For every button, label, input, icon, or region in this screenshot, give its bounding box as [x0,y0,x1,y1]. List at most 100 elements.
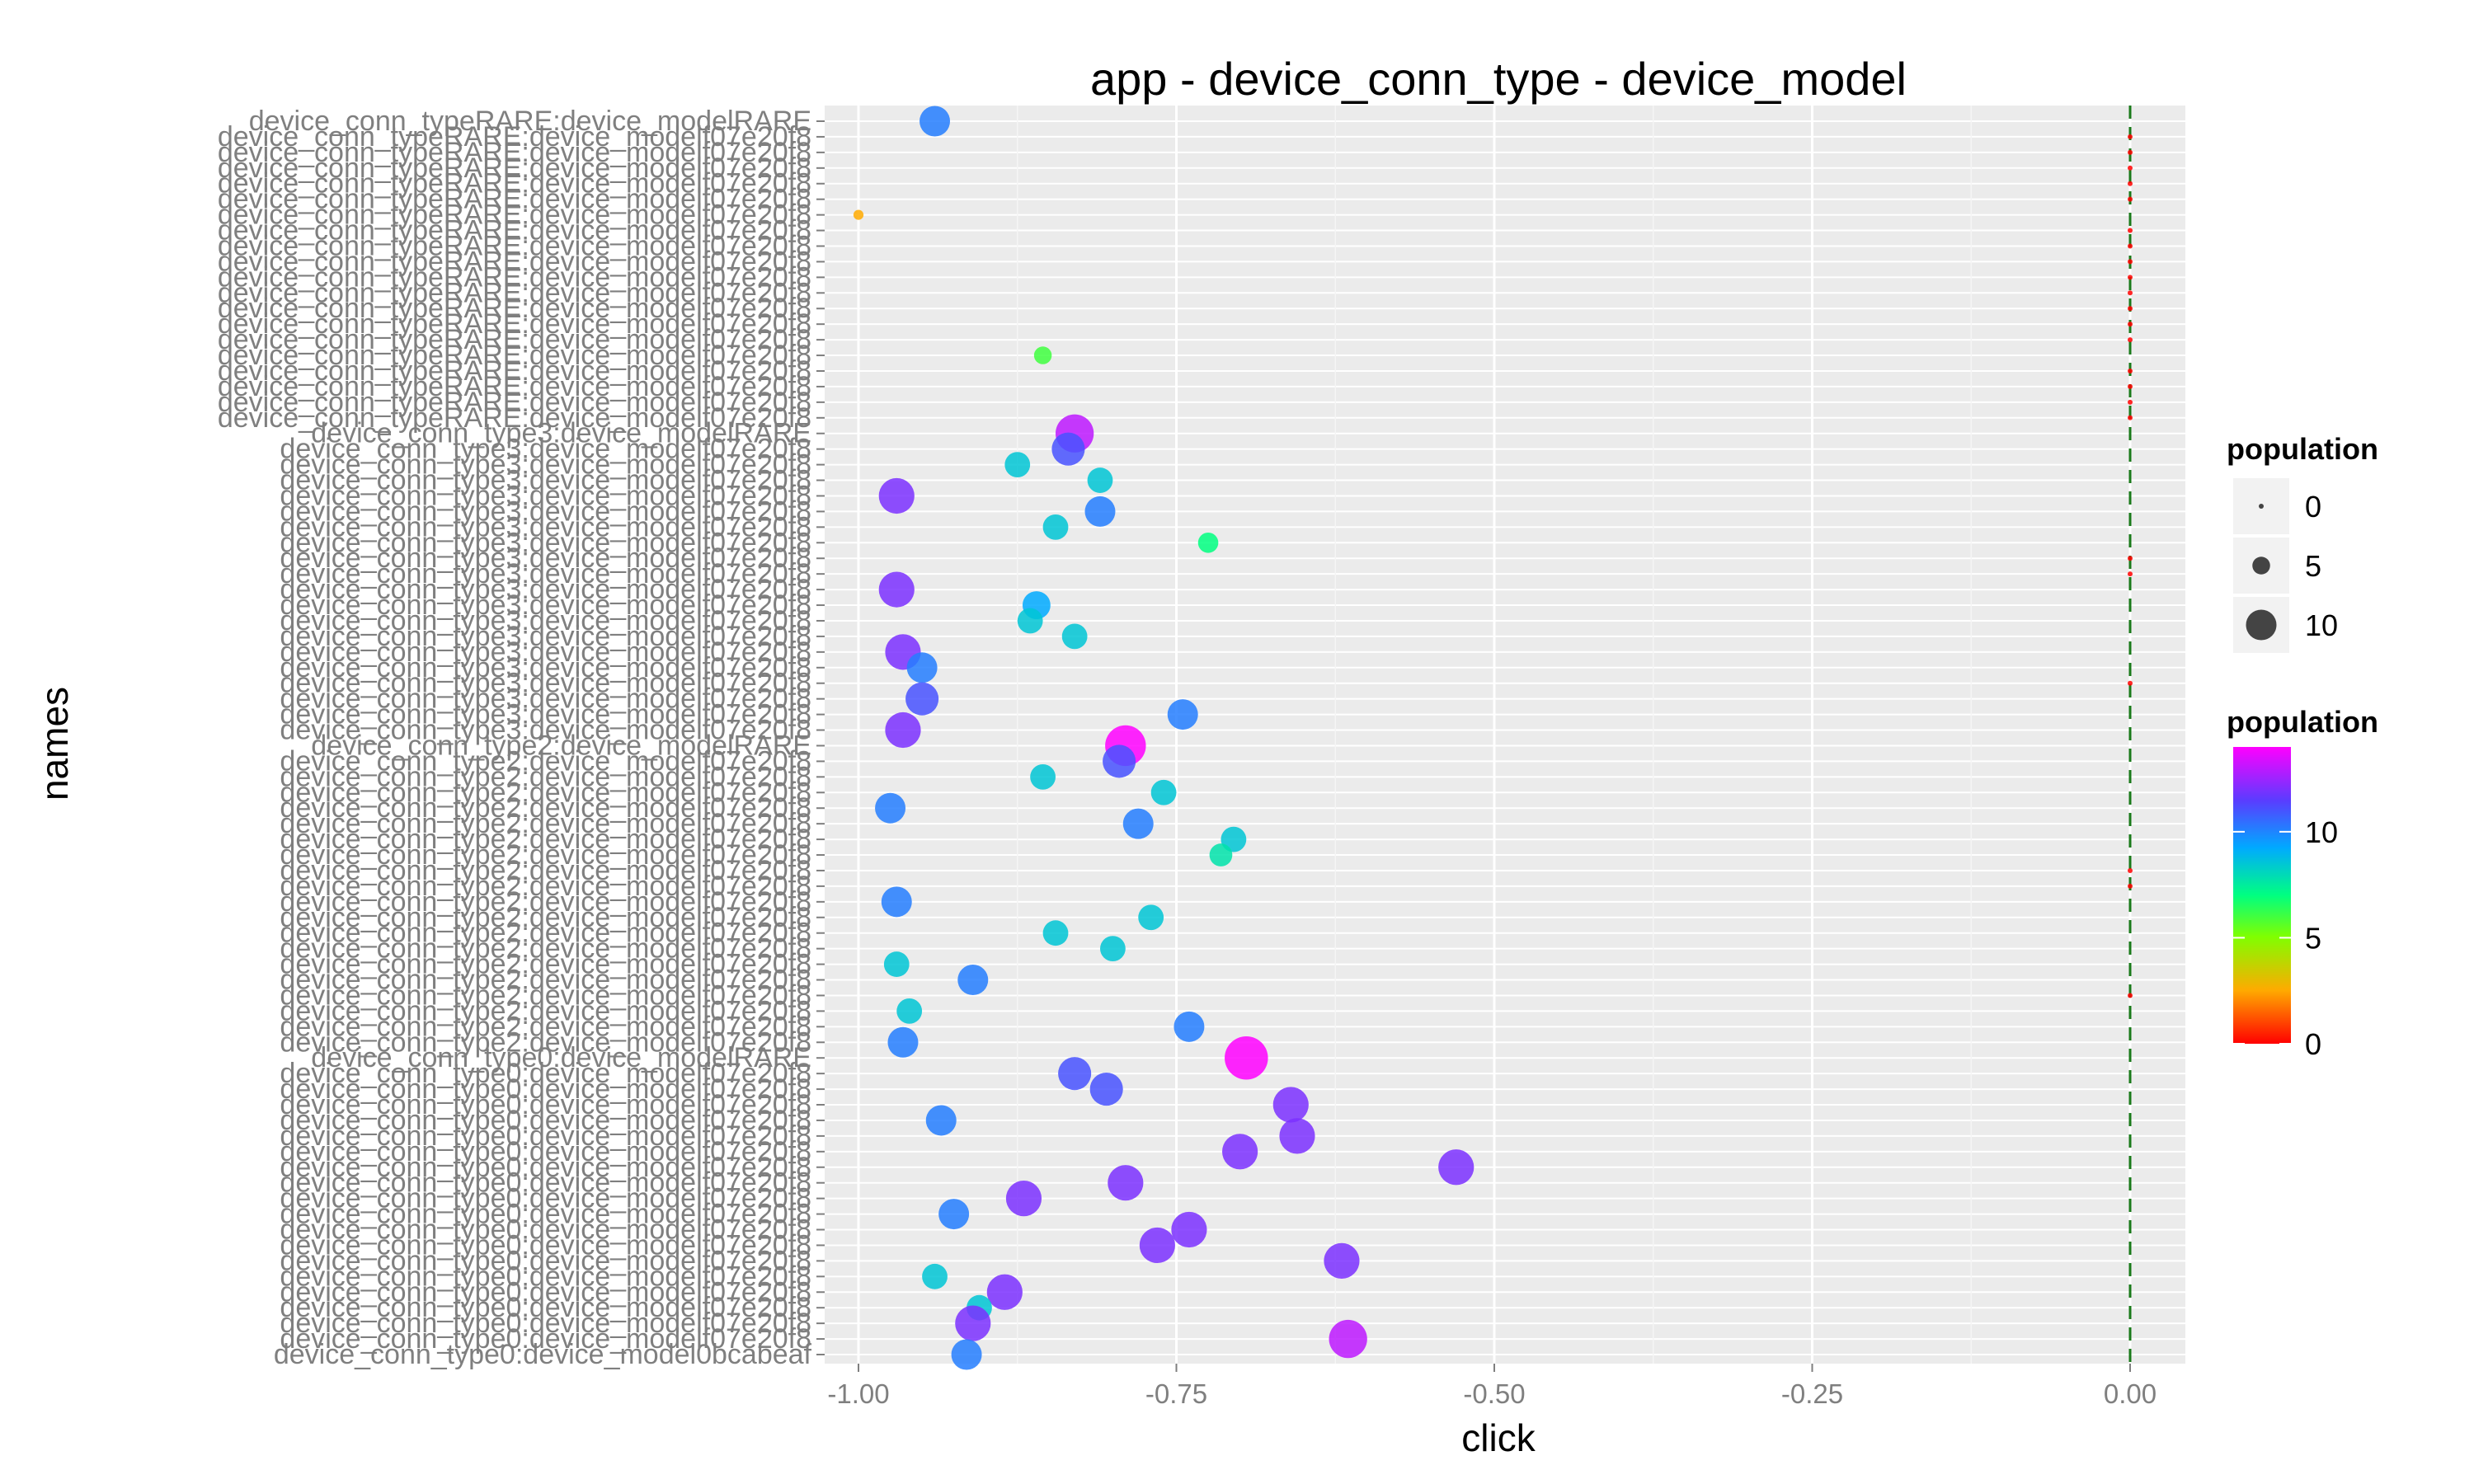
data-point [2128,290,2133,296]
data-point [1100,936,1126,962]
y-tick-label: device_conn_type3:device_modelf07e20f8 [280,683,811,715]
color-legend: population 0 5 10 [2227,705,2378,1061]
y-tick-label: device_conn_type0:device_modelf07e20f8 [280,1136,811,1167]
data-point [905,682,939,716]
size-legend-label: 5 [2305,549,2321,583]
data-point [1174,1011,1205,1042]
data-point [875,792,906,824]
data-point [986,1274,1023,1310]
data-point [1087,467,1113,493]
data-point [1139,1227,1175,1264]
y-tick-label: device_conn_type2:device_modelf07e20f8 [280,855,811,886]
y-tick-label: device_conn_type0:device_modelf07e20f8 [280,1199,811,1230]
y-tick-label: device_conn_type0:device_modelf07e20f8 [280,1073,811,1105]
y-tick-label: device_conn_type0:device_modelf07e20f8 [280,1214,811,1246]
y-tick-label: device_conn_type2:device_modelRARE [311,730,811,761]
y-tick-label: device_conn_typeRARE:device_modelf07e20f… [218,261,811,293]
color-legend-label: 10 [2305,815,2338,849]
y-tick-label: device_conn_typeRARE:device_modelf07e20f… [218,184,811,215]
data-point [1042,514,1069,540]
data-point [2128,556,2133,561]
y-tick-label: device_conn_type3:device_modelf07e20f8 [280,465,811,496]
y-tick-label: device_conn_type0:device_modelf07e20f8 [280,1261,811,1292]
y-tick-label: device_conn_type0:device_modelf07e20f8 [280,1323,811,1355]
size-legend-title: population [2227,432,2378,466]
data-points [853,106,2133,1370]
y-tick-labels: device_conn_typeRARE:device_modelRAREdev… [218,106,825,1370]
data-point [896,998,923,1024]
data-point [1004,452,1031,478]
y-tick-label: device_conn_type2:device_modelf07e20f8 [280,792,811,824]
size-legend: population 0 5 10 [2227,432,2378,653]
data-point [887,1026,919,1058]
data-point [1225,1036,1268,1080]
y-tick-label: device_conn_type0:device_modelf07e20f8 [280,1245,811,1276]
data-point [2128,181,2133,186]
y-tick-label: device_conn_type2:device_modelf07e20f8 [280,808,811,839]
data-point [881,886,912,918]
y-tick-label: device_conn_type0:device_model0bcabeaf [274,1339,812,1370]
y-tick-label: device_conn_typeRARE:device_modelf07e20f… [218,340,811,371]
data-point [1167,699,1198,730]
x-tick-label: -0.50 [1463,1378,1525,1409]
y-tick-label: device_conn_type2:device_modelf07e20f8 [280,918,811,949]
y-tick-label: device_conn_type2:device_modelf07e20f8 [280,745,811,777]
y-tick-label: device_conn_type3:device_modelf07e20f8 [280,542,811,574]
data-point [2128,383,2133,389]
size-legend-label: 0 [2305,490,2321,524]
y-tick-label: device_conn_typeRARE:device_modelf07e20f… [218,308,811,340]
x-tick-labels: -1.00 -0.75 -0.50 -0.25 0.00 [827,1364,2157,1409]
y-tick-label: device_conn_typeRARE:device_modelf07e20f… [218,324,811,355]
y-tick-label: device_conn_type2:device_modelf07e20f8 [280,995,811,1026]
y-tick-label: device_conn_type3:device_modelf07e20f8 [280,668,811,699]
data-point [920,106,951,137]
y-tick-label: device_conn_type0:device_modelf07e20f8 [280,1308,811,1339]
color-legend-title: population [2227,705,2378,739]
data-point [2128,993,2133,998]
plot-panel [825,106,2185,1364]
x-tick-label: -0.25 [1781,1378,1843,1409]
data-point [878,571,915,608]
y-tick-label: device_conn_type0:device_modelf07e20f8 [280,1089,811,1120]
data-point [2128,134,2133,139]
color-legend-label: 5 [2305,921,2321,955]
y-tick-label: device_conn_type0:device_modelf07e20f8 [280,1229,811,1261]
data-point [2128,196,2133,202]
y-tick-label: device_conn_type3:device_modelf07e20f8 [280,434,811,465]
data-point [1108,1165,1144,1201]
data-point [1042,920,1069,946]
y-tick-label: device_conn_type3:device_modelf07e20f8 [280,558,811,589]
y-tick-label: device_conn_type3:device_modelf07e20f8 [280,449,811,481]
data-point [951,1339,982,1370]
y-tick-label: device_conn_type3:device_modelf07e20f8 [280,480,811,511]
data-point [1171,1211,1207,1248]
size-legend-dot [2259,504,2264,509]
y-tick-label: device_conn_type0:device_modelf07e20f8 [280,1152,811,1183]
y-tick-label: device_conn_type0:device_modelf07e20f8 [280,1292,811,1323]
y-tick-label: device_conn_type3:device_modelf07e20f8 [280,605,811,636]
data-point [925,1105,957,1136]
data-point [2128,867,2133,873]
data-point [2128,883,2133,889]
y-tick-label: device_conn_type2:device_modelf07e20f8 [280,777,811,808]
y-tick-label: device_conn_type2:device_modelf07e20f8 [280,965,811,996]
y-tick-label: device_conn_typeRARE:device_modelf07e20f… [218,153,811,184]
y-tick-label: device_conn_type2:device_modelf07e20f8 [280,824,811,855]
y-tick-label: device_conn_typeRARE:device_modelf07e20f… [218,355,811,387]
y-tick-label: device_conn_type0:device_modelf07e20f8 [280,1120,811,1152]
data-point [1438,1149,1475,1186]
data-point [1058,1057,1092,1091]
data-point [1324,1242,1360,1279]
data-point [2128,275,2133,280]
y-tick-label: device_conn_type3:device_modelf07e20f8 [280,621,811,652]
data-point [1051,432,1085,466]
y-tick-label: device_conn_type3:device_modelf07e20f8 [280,574,811,605]
y-tick-label: device_conn_type3:device_modelf07e20f8 [280,511,811,542]
y-tick-label: device_conn_type2:device_modelf07e20f8 [280,902,811,933]
y-tick-label: device_conn_typeRARE:device_modelRARE [249,106,811,137]
y-tick-label: device_conn_type2:device_modelf07e20f8 [280,949,811,980]
y-tick-label: device_conn_type2:device_modelf07e20f8 [280,761,811,792]
x-tick-label: -0.75 [1145,1378,1207,1409]
chart-title: app - device_conn_type - device_model [1090,53,1907,105]
